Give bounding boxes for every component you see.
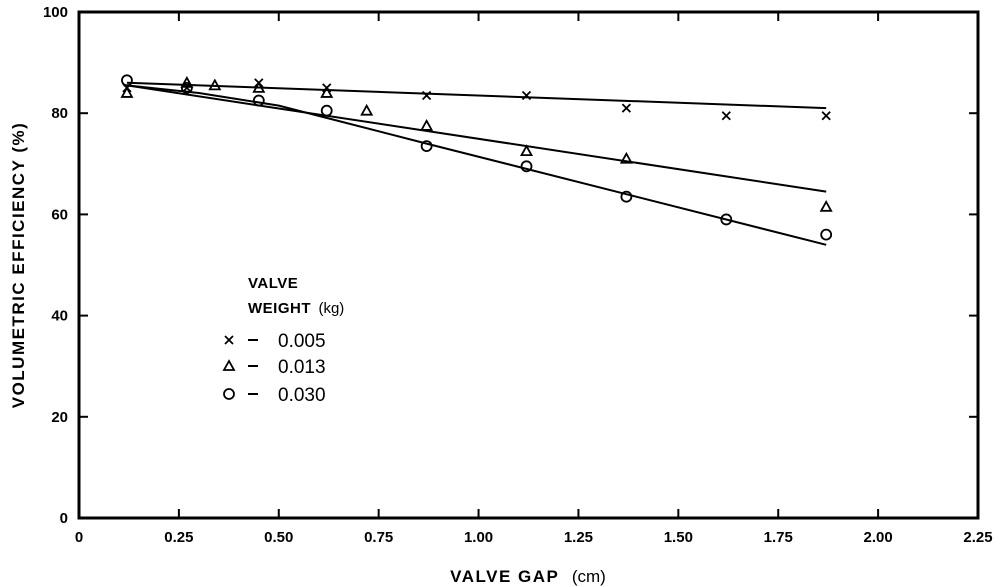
y-tick-label: 40 xyxy=(51,308,68,325)
data-point-triangle xyxy=(252,81,266,93)
y-tick-label: 20 xyxy=(51,409,68,426)
data-point-triangle xyxy=(360,103,374,116)
legend-rows: 0.005 0.013 0.030 xyxy=(222,331,326,406)
x-tick-label: 2.25 xyxy=(963,529,992,546)
y-tick-label: 80 xyxy=(51,105,68,122)
data-point-circle xyxy=(320,104,333,117)
data-point-triangle xyxy=(320,86,334,98)
fit-line-x xyxy=(126,81,827,110)
data-point-circle xyxy=(121,74,133,87)
legend-label: 0.030 xyxy=(278,385,326,406)
data-point-triangle xyxy=(120,86,134,98)
legend-item: 0.030 xyxy=(223,385,326,406)
legend-item: 0.005 xyxy=(224,331,326,352)
x-axis-ticks: 0 0.25 0.50 0.75 1.00 1.25 1.50 1.75 2.00 2.25 xyxy=(75,12,993,546)
data-point-circle xyxy=(620,190,633,203)
x-tick-label: 0.50 xyxy=(264,529,293,546)
y-axis-title: VOLUMETRIC EFFICIENCY (%) xyxy=(9,122,28,409)
data-point-x xyxy=(224,335,234,345)
y-tick-label: 100 xyxy=(43,4,68,21)
data-point-circle xyxy=(252,94,265,107)
x-tick-label: 1.75 xyxy=(764,529,793,546)
x-tick-label: 1.00 xyxy=(464,529,493,546)
data-point-circle xyxy=(223,388,235,400)
data-point-triangle xyxy=(819,199,833,212)
x-tick-label: 0 xyxy=(75,529,83,546)
legend-label: 0.013 xyxy=(278,357,326,378)
data-point-x xyxy=(721,111,731,121)
legend: VALVE WEIGHT (kg) 0.005 0.013 0.030 xyxy=(222,275,344,406)
data-point-circle xyxy=(180,82,193,94)
x-axis-title: VALVE GAP (cm) xyxy=(450,567,606,586)
fit-line-circle xyxy=(126,84,827,246)
data-point-triangle xyxy=(519,144,534,157)
x-tick-label: 0.75 xyxy=(364,529,393,546)
data-point-circle xyxy=(820,228,833,241)
plot-frame xyxy=(77,10,980,520)
x-tick-label: 1.50 xyxy=(664,529,693,546)
x-tick-label: 1.25 xyxy=(564,529,593,546)
legend-label: 0.005 xyxy=(278,331,326,352)
y-tick-label: 60 xyxy=(51,206,68,223)
data-point-x xyxy=(621,103,632,113)
legend-item: 0.013 xyxy=(222,357,326,378)
fit-line-triangle xyxy=(126,84,827,193)
legend-title-line1: VALVE xyxy=(248,275,298,292)
data-point-x xyxy=(421,90,432,101)
data-point-triangle xyxy=(420,118,434,131)
data-point-triangle xyxy=(180,75,194,88)
data-point-triangle xyxy=(619,151,633,164)
y-axis-ticks: 0 20 40 60 80 100 xyxy=(43,4,978,527)
data-points xyxy=(120,74,833,241)
data-point-triangle xyxy=(222,359,236,371)
data-point-triangle xyxy=(208,78,222,91)
fit-lines xyxy=(126,81,827,246)
data-point-circle xyxy=(420,140,433,152)
data-point-x xyxy=(521,90,532,101)
data-point-circle xyxy=(720,213,733,226)
x-tick-label: 0.25 xyxy=(164,529,193,546)
y-tick-label: 0 xyxy=(60,510,68,527)
data-point-circle xyxy=(520,160,533,173)
x-tick-label: 2.00 xyxy=(864,529,893,546)
data-point-x xyxy=(821,111,831,121)
legend-title-line2: WEIGHT (kg) xyxy=(248,300,344,317)
data-point-x xyxy=(182,83,192,93)
